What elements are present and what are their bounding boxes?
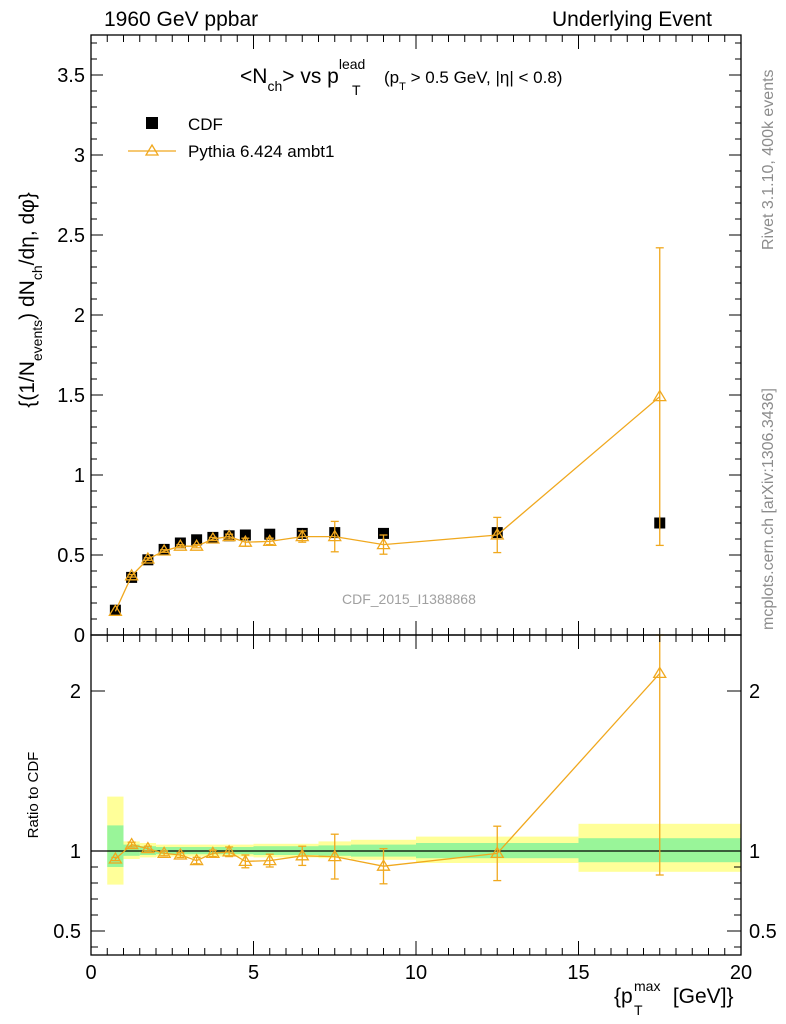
ratio-pythia-point [156,846,172,859]
ratio-pythia-point [490,846,505,859]
pythia-data-point [490,527,505,540]
pythia-data-point [189,538,204,551]
header-left-label: 1960 GeV ppbar [104,8,259,31]
ratio-y-tick-label: 1 [70,841,81,863]
pythia-data-point [156,543,172,556]
ratio-pythia-point [376,858,391,871]
main-y-tick-label: 2 [74,305,85,327]
header-right-label: Underlying Event [552,8,712,31]
main-y-axis: 0 0.5 1 1.5 2 2.5 3 3.5 [57,35,742,647]
pythia-data-point [327,529,342,542]
pythia-data-point [262,534,277,547]
ratio-panel-frame [90,634,742,956]
pythia-data-point [108,604,123,616]
pythia-data-point [221,529,237,542]
main-panel: 0 0.5 1 1.5 2 2.5 3 3.5 <Nch> vs plead T(pT > 0.… [16,34,742,647]
pythia-data-point [652,389,667,402]
x-tick-label: 10 [405,962,427,984]
legend-marker-pythia [144,143,160,156]
ratio-pythia-point [205,846,221,859]
ratio-pythia-point [238,854,253,867]
ratio-pythia-point [295,848,310,861]
cdf-data-point [378,527,389,539]
pythia-data-point [173,538,188,551]
pythia-data-point [238,534,253,547]
ratio-stat-band [123,844,140,856]
ratio-panel: 0.5 0.51 12 20 5 10 15 20 Ratio to CDF {pTmax [… [25,634,777,1018]
chart-title: <Nch> vs plead T(pT > 0.5 GeV, |η| < 0.8) [240,56,562,98]
ratio-plot-area [91,634,741,885]
main-y-tick-label: 2.5 [57,225,85,247]
ratio-axes: 0.5 0.51 12 20 5 10 15 20 [53,635,777,984]
ratio-pythia-point [124,837,139,850]
ratio-stat-band [107,825,124,867]
main-y-tick-label: 3 [74,145,85,167]
cdf-data-point [174,537,186,549]
pythia-data-point [140,551,156,564]
ratio-pythia-point [189,853,204,866]
analysis-watermark: CDF_2015_I1388868 [342,591,476,607]
pythia-data-point [205,531,221,544]
pythia-line [114,396,661,612]
ratio-y-tick-label: 0.5 [53,921,81,943]
x-tick-label: 20 [730,962,752,984]
x-tick-label: 0 [85,962,96,984]
main-y-tick-label: 1 [74,465,85,487]
ratio-y-tick-label-right: 1 [749,841,760,863]
ratio-y-axis-label: Ratio to CDF [25,752,42,839]
pythia-data-point [295,529,310,542]
pythia-data-point [376,537,391,550]
legend-marker-cdf [146,117,158,129]
ratio-pythia-point [652,666,667,679]
x-axis-label: {pTmax [GeV]} [614,978,734,1018]
x-tick-label: 5 [248,962,259,984]
legend: CDF Pythia 6.424 ambt1 [128,115,334,161]
ratio-pythia-point [140,841,156,854]
legend-label-pythia: Pythia 6.424 ambt1 [188,142,334,161]
ratio-pythia-point [221,844,237,857]
ratio-pythia-point [108,851,123,864]
ratio-y-tick-label-right: 0.5 [749,921,777,943]
main-y-tick-label: 1.5 [57,385,85,407]
main-y-tick-label: 3.5 [57,65,85,87]
main-y-axis-label: {(1/Nevents) dNch/dη, dφ} [16,192,45,408]
main-plot-area [108,247,667,616]
main-y-tick-label: 0 [74,625,85,647]
pythia-data-point [124,568,139,581]
ratio-pythia-point [262,853,277,866]
ratio-y-tick-label-right: 2 [749,681,760,703]
main-y-tick-label: 0.5 [57,545,85,567]
ratio-pythia-point [327,849,342,862]
ratio-pythia-point [173,847,188,860]
ratio-y-tick-label: 2 [70,681,81,703]
x-tick-label: 15 [567,962,589,984]
legend-label-cdf: CDF [188,115,223,134]
